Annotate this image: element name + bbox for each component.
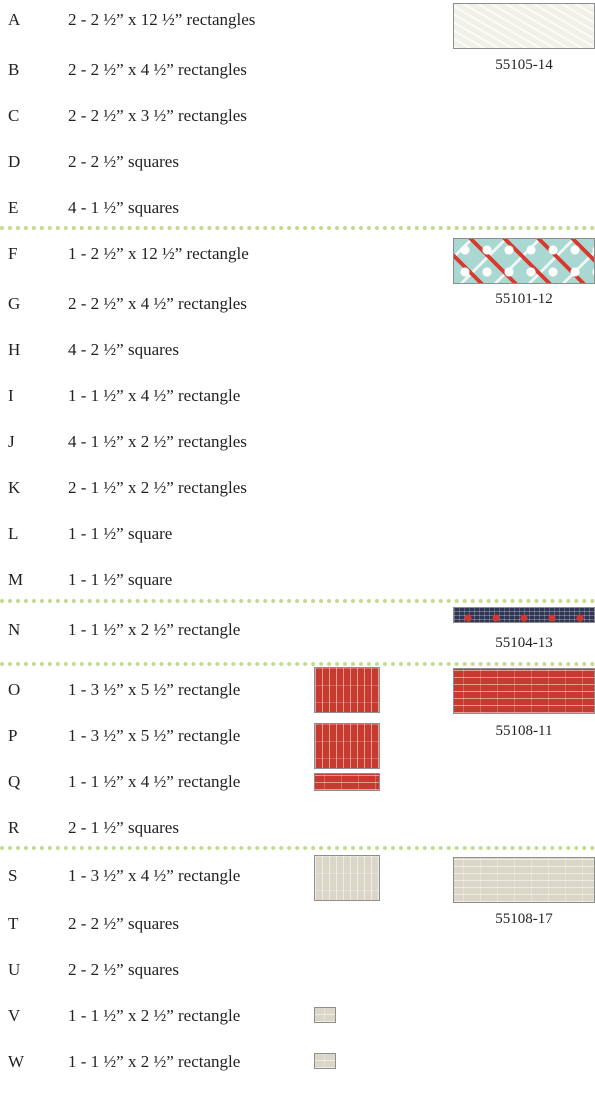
piece-description: 2 - 2 ½” squares — [68, 960, 179, 979]
piece-letter: G — [8, 294, 21, 313]
fabric-swatch-55104-13 — [453, 607, 595, 623]
piece-description: 1 - 1 ½” x 4 ½” rectangle — [68, 386, 241, 405]
piece-letter: I — [8, 386, 14, 405]
piece-letter: A — [8, 10, 21, 29]
piece-swatch-o — [314, 667, 380, 713]
piece-description: 1 - 1 ½” square — [68, 570, 173, 589]
piece-description: 2 - 2 ½” x 3 ½” rectangles — [68, 106, 247, 125]
piece-letter: U — [8, 960, 21, 979]
piece-letter: E — [8, 198, 19, 217]
section-divider — [0, 846, 595, 850]
piece-letter: C — [8, 106, 20, 125]
piece-letter: B — [8, 60, 20, 79]
piece-swatch-s — [314, 855, 380, 901]
fabric-swatch-55108-17 — [453, 857, 595, 903]
fabric-swatch-55108-11 — [453, 668, 595, 714]
piece-description: 1 - 1 ½” x 4 ½” rectangle — [68, 772, 241, 791]
fabric-code: 55108-17 — [495, 911, 553, 927]
piece-letter: R — [8, 818, 20, 837]
piece-description: 1 - 1 ½” x 2 ½” rectangle — [68, 1052, 241, 1071]
piece-description: 1 - 2 ½” x 12 ½” rectangle — [68, 244, 249, 263]
piece-description: 2 - 2 ½” x 12 ½” rectangles — [68, 10, 256, 29]
piece-description: 2 - 2 ½” x 4 ½” rectangles — [68, 60, 247, 79]
piece-swatch-q — [314, 773, 380, 791]
piece-description: 4 - 1 ½” x 2 ½” rectangles — [68, 432, 247, 451]
piece-description: 2 - 1 ½” squares — [68, 818, 179, 837]
piece-letter: T — [8, 914, 19, 933]
piece-letter: H — [8, 340, 21, 359]
piece-letter: W — [8, 1052, 25, 1071]
piece-description: 1 - 3 ½” x 5 ½” rectangle — [68, 726, 241, 745]
piece-description: 1 - 1 ½” x 2 ½” rectangle — [68, 1006, 241, 1025]
piece-description: 4 - 2 ½” squares — [68, 340, 179, 359]
piece-letter: L — [8, 524, 19, 543]
section-divider — [0, 226, 595, 230]
piece-swatch-v — [314, 1007, 336, 1023]
piece-letter: Q — [8, 772, 21, 791]
fabric-swatch-55105-14 — [453, 3, 595, 49]
piece-letter: V — [8, 1006, 21, 1025]
piece-description: 1 - 1 ½” square — [68, 524, 173, 543]
piece-swatch-w — [314, 1053, 336, 1069]
piece-description: 2 - 1 ½” x 2 ½” rectangles — [68, 478, 247, 497]
piece-letter: P — [8, 726, 18, 745]
piece-letter: M — [8, 570, 24, 589]
fabric-code: 55108-11 — [495, 723, 553, 739]
piece-description: 2 - 2 ½” squares — [68, 152, 179, 171]
piece-description: 1 - 1 ½” x 2 ½” rectangle — [68, 620, 241, 639]
piece-description: 1 - 3 ½” x 5 ½” rectangle — [68, 680, 241, 699]
piece-letter: F — [8, 244, 18, 263]
piece-letter: N — [8, 620, 21, 639]
section-divider — [0, 662, 595, 666]
fabric-swatch-55101-12 — [453, 238, 595, 284]
piece-letter: D — [8, 152, 21, 171]
piece-letter: S — [8, 866, 18, 885]
piece-description: 2 - 2 ½” squares — [68, 914, 179, 933]
piece-description: 4 - 1 ½” squares — [68, 198, 179, 217]
fabric-code: 55101-12 — [495, 291, 553, 307]
fabric-code: 55105-14 — [495, 57, 553, 73]
piece-letter: J — [8, 432, 15, 451]
piece-description: 2 - 2 ½” x 4 ½” rectangles — [68, 294, 247, 313]
piece-letter: K — [8, 478, 21, 497]
fabric-code: 55104-13 — [495, 635, 553, 651]
piece-description: 1 - 3 ½” x 4 ½” rectangle — [68, 866, 241, 885]
piece-swatch-p — [314, 723, 380, 769]
piece-letter: O — [8, 680, 21, 699]
section-divider — [0, 599, 595, 603]
